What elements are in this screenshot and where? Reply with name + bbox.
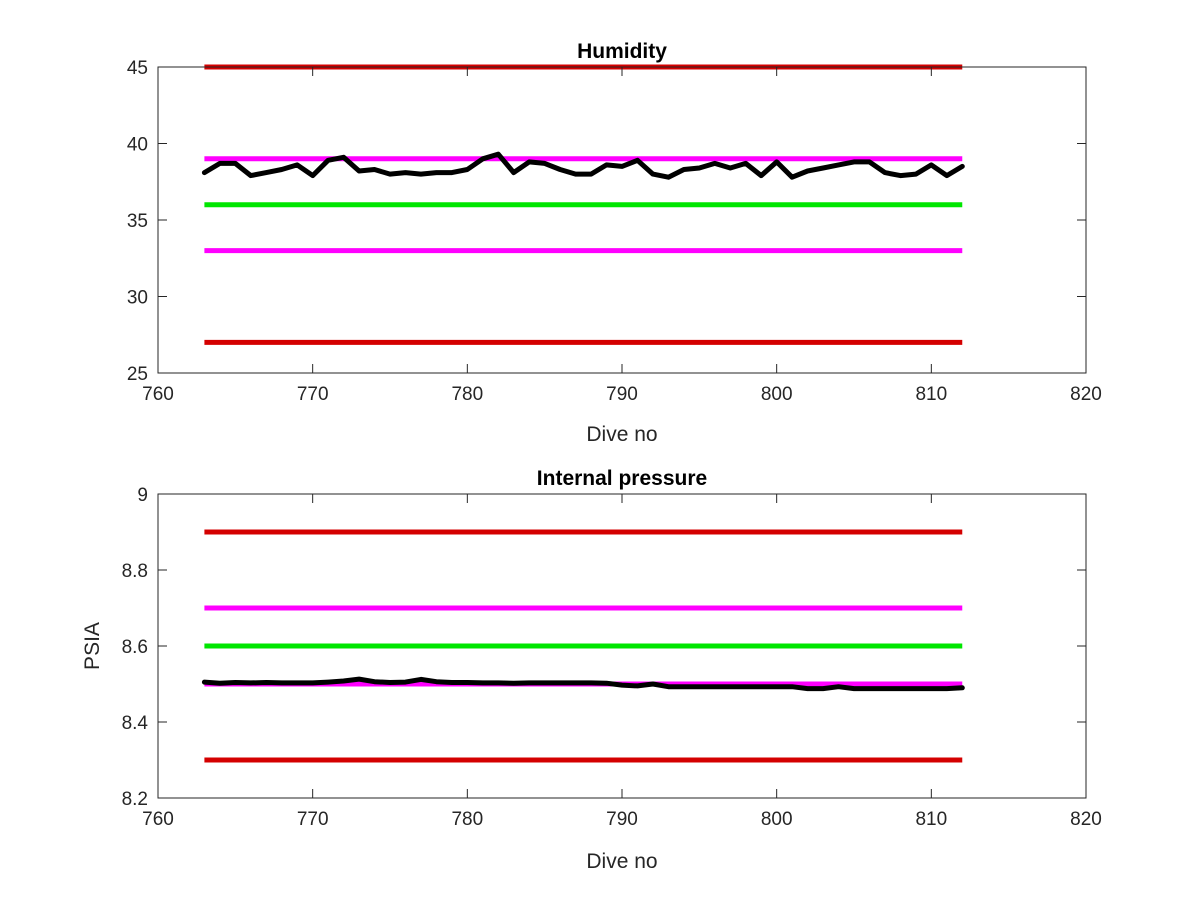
humidity-subplot: 760 770 780 790 800 810 820 25 30 35 40 45 Humidity…	[127, 40, 1102, 446]
humidity-x-tick-label: 760	[142, 384, 174, 405]
humidity-x-tick-label: 790	[606, 384, 638, 405]
humidity-series	[201, 151, 965, 180]
pressure-x-tick-label: 780	[451, 809, 483, 830]
pressure-x-axis-label: Dive no	[586, 850, 657, 873]
humidity-x-tick-label: 770	[297, 384, 329, 405]
humidity-x-tick-label: 810	[915, 384, 947, 405]
pressure-y-tick-label: 8.8	[122, 561, 148, 582]
pressure-x-tick-label: 790	[606, 809, 638, 830]
pressure-y-axis-label: PSIA	[81, 622, 104, 670]
humidity-x-tick-label: 780	[451, 384, 483, 405]
pressure-title: Internal pressure	[537, 467, 707, 490]
humidity-plot-area	[158, 67, 1086, 373]
pressure-x-tick-label: 800	[761, 809, 793, 830]
humidity-y-tick-label: 35	[127, 211, 148, 232]
pressure-series-line-0	[201, 676, 965, 692]
pressure-x-tick-label: 760	[142, 809, 174, 830]
humidity-y-tick-label: 25	[127, 364, 148, 385]
pressure-subplot: 760 770 780 790 800 810 820 8.2 8.4 8.6 8.8 9 Inter…	[81, 467, 1102, 873]
pressure-x-tick-label: 810	[915, 809, 947, 830]
humidity-x-tick-label: 820	[1070, 384, 1102, 405]
humidity-title: Humidity	[577, 40, 667, 63]
humidity-y-tick-label: 30	[127, 288, 148, 309]
humidity-y-tick-label: 45	[127, 58, 148, 79]
humidity-ticks: 760 770 780 790 800 810 820 25 30 35 40 45	[127, 58, 1102, 405]
humidity-x-tick-label: 800	[761, 384, 793, 405]
pressure-y-tick-label: 9	[137, 485, 148, 506]
pressure-ticks: 760 770 780 790 800 810 820 8.2 8.4 8.6 8.8 9	[122, 485, 1102, 830]
pressure-x-tick-label: 770	[297, 809, 329, 830]
pressure-y-tick-label: 8.6	[122, 637, 148, 658]
humidity-y-tick-label: 40	[127, 135, 148, 156]
humidity-series-line-0	[201, 151, 965, 180]
pressure-y-tick-label: 8.2	[122, 789, 148, 810]
humidity-x-axis-label: Dive no	[586, 423, 657, 446]
pressure-x-tick-label: 820	[1070, 809, 1102, 830]
pressure-series	[201, 676, 965, 692]
pressure-y-tick-label: 8.4	[122, 713, 149, 734]
